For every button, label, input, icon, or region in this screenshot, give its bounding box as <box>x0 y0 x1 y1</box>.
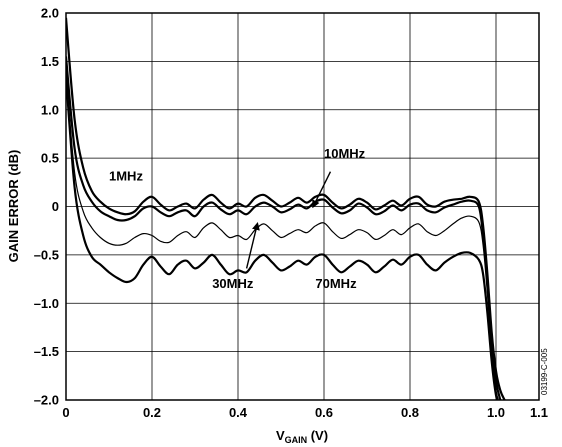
x-tick-labels: 0 0.2 0.4 0.6 0.8 1.0 1.1 <box>62 405 548 420</box>
x-axis-title-main: V <box>276 428 285 443</box>
series-layer <box>66 17 506 400</box>
x-tick-label: 1.1 <box>530 405 548 420</box>
annotation-30mhz: 30MHz <box>212 276 254 291</box>
series-line-1mhz <box>66 17 506 400</box>
x-axis-title-unit: (V) <box>307 428 328 443</box>
y-tick-label: –1.5 <box>34 344 59 359</box>
x-tick-label: 0.8 <box>401 405 419 420</box>
figure-id: 03199-C-005 <box>540 348 549 395</box>
annotation-1mhz: 1MHz <box>109 168 143 183</box>
plot-frame <box>65 12 540 401</box>
y-tick-label: –0.5 <box>34 247 59 262</box>
x-tick-label: 0.2 <box>143 405 161 420</box>
annotation-arrows <box>245 171 332 269</box>
arrow-30mhz <box>245 221 260 269</box>
y-tick-label: 1.0 <box>41 102 59 117</box>
x-tick-label: 0.4 <box>229 405 248 420</box>
series-line-70mhz <box>66 75 499 400</box>
y-tick-label: –1.0 <box>34 296 59 311</box>
series-line-10mhz <box>66 56 502 400</box>
y-tick-labels: 2.0 1.5 1.0 0.5 0 –0.5 –1.0 –1.5 –2.0 <box>34 6 59 408</box>
series-line-30mhz <box>66 71 499 400</box>
annotation-70mhz: 70MHz <box>315 276 357 291</box>
x-tick-label: 0.6 <box>315 405 333 420</box>
x-tick-label: 0 <box>62 405 69 420</box>
y-tick-label: 0.5 <box>41 151 59 166</box>
x-tick-label: 1.0 <box>487 405 505 420</box>
y-tick-label: 1.5 <box>41 54 59 69</box>
annotation-layer: 1MHz 10MHz 30MHz 70MHz <box>109 146 366 291</box>
y-tick-label: –2.0 <box>34 393 59 408</box>
annotation-10mhz: 10MHz <box>324 146 366 161</box>
y-tick-label: 0 <box>52 199 59 214</box>
x-axis-title-subscript: GAIN <box>285 435 308 445</box>
arrow-10mhz <box>312 171 332 209</box>
x-axis-title: VGAIN (V) <box>276 428 328 445</box>
y-axis-title: GAIN ERROR (dB) <box>6 150 21 263</box>
y-tick-label: 2.0 <box>41 6 59 21</box>
